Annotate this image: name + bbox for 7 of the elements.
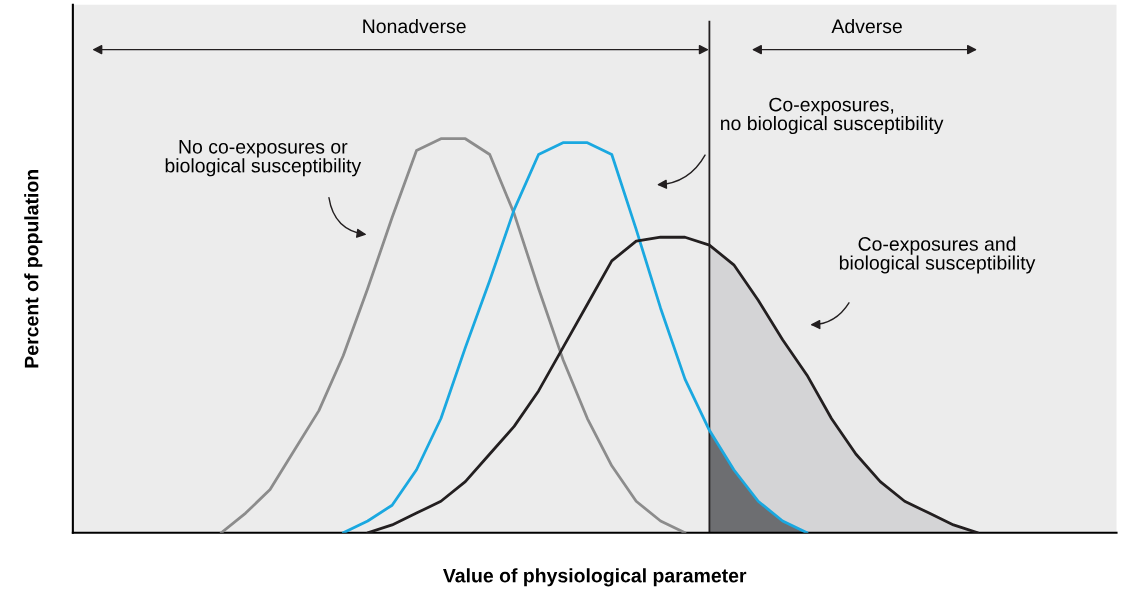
x-axis-title: Value of physiological parameter [443, 568, 747, 587]
text: Co-exposures, no biological susceptibility [721, 97, 944, 135]
annotation: No co-exposures or biological susceptibility [165, 140, 362, 177]
y-axis-title: Percent of population [24, 170, 43, 368]
annotation: Co-exposures and biological susceptibility [839, 236, 1036, 274]
text: Adverse [831, 18, 902, 34]
text: Nonadverse [363, 18, 466, 34]
